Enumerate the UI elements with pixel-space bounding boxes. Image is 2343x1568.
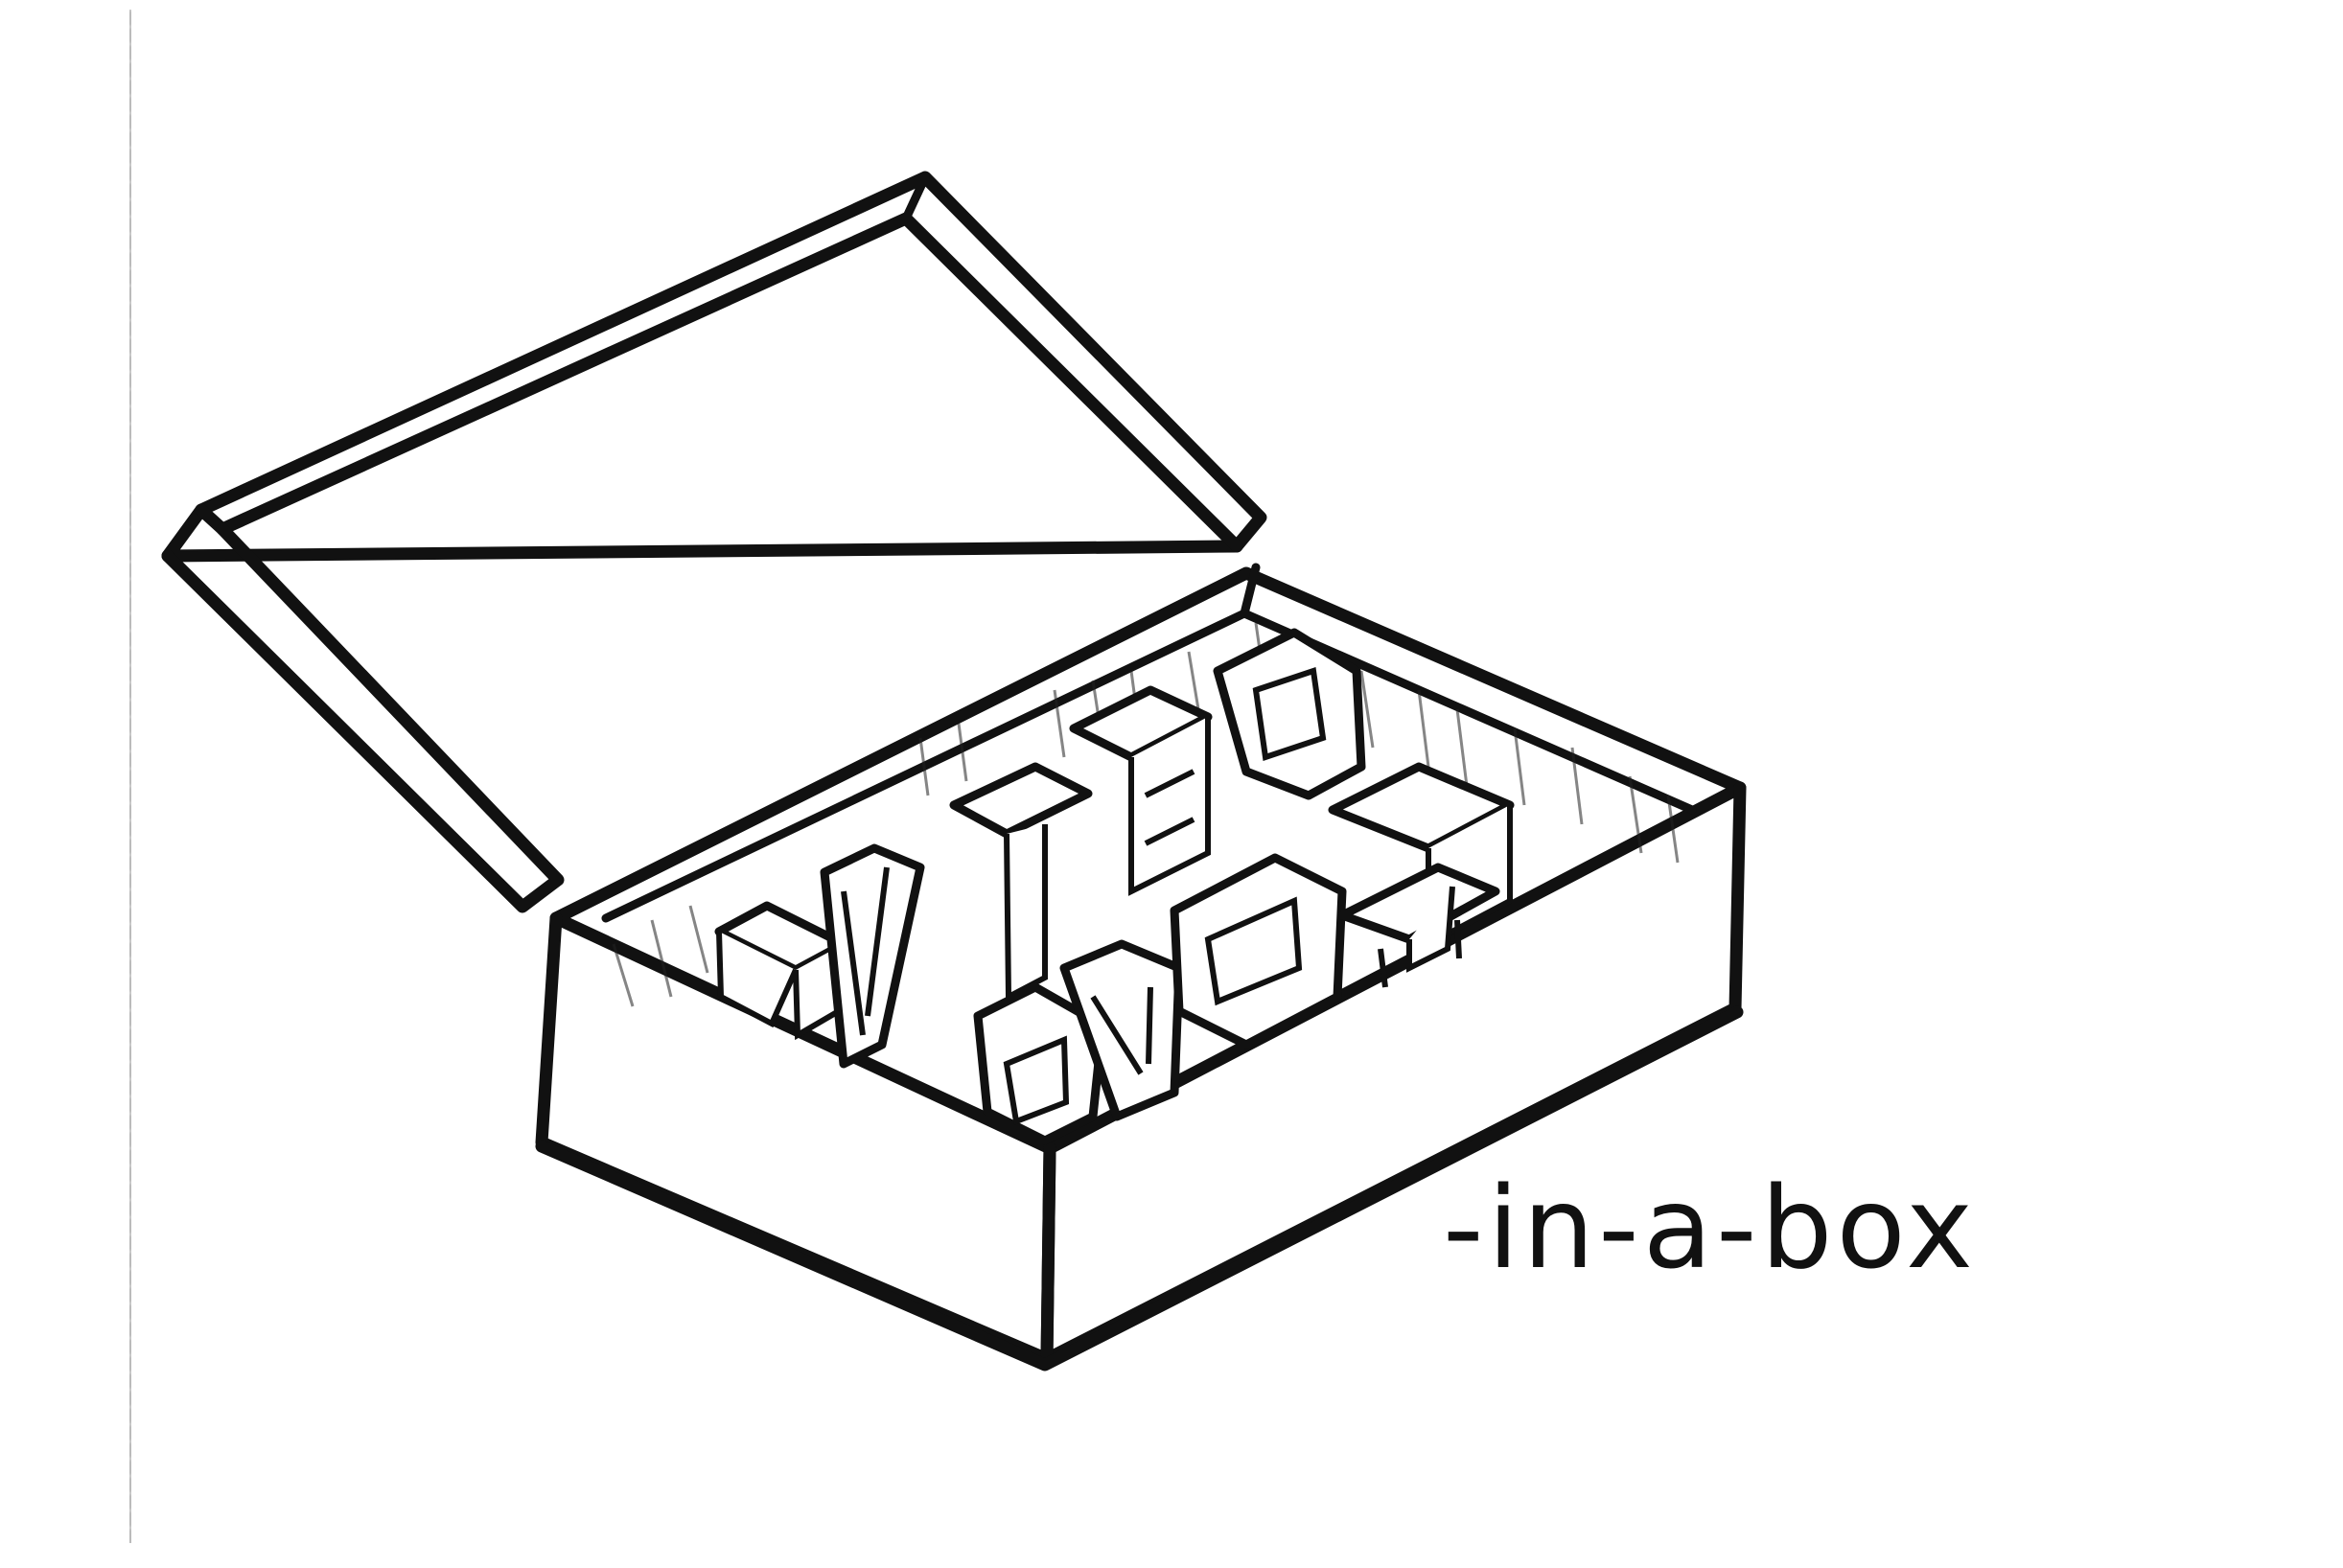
caption-text: -in-a-box [1443,1162,1977,1294]
letter-blocks [714,628,1515,1145]
box-body [535,563,1747,1372]
box-lid [161,171,1267,913]
scan-edge-dots [129,10,131,1543]
